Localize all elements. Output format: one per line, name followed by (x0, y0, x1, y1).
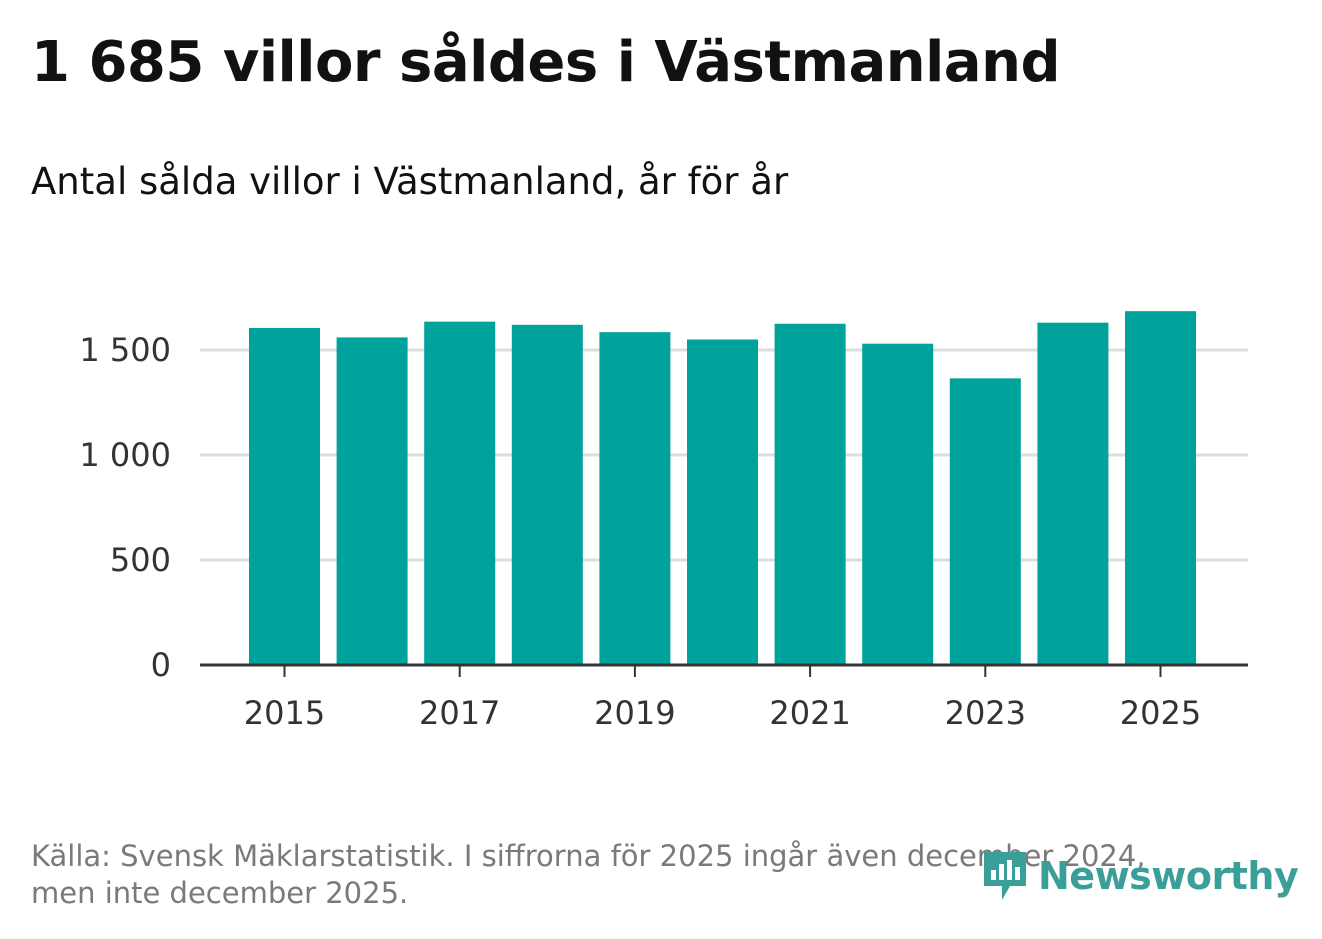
bar (774, 323, 846, 665)
bar (1037, 322, 1109, 665)
y-tick-label: 1 000 (79, 436, 171, 474)
x-tick-label: 2025 (1120, 694, 1201, 732)
bar (249, 327, 320, 665)
y-tick-label: 0 (151, 646, 171, 684)
x-tick-label: 2017 (419, 694, 500, 732)
bar (862, 343, 934, 665)
bar (949, 378, 1021, 665)
y-tick-label: 500 (110, 541, 171, 579)
x-axis (200, 663, 1248, 677)
brand-name: Newsworthy (1038, 854, 1299, 898)
bars (249, 311, 1196, 665)
brand-logo: Newsworthy (980, 848, 1299, 904)
chart-title: 1 685 villor såldes i Västmanland (31, 30, 1061, 95)
chart-subtitle: Antal sålda villor i Västmanland, år för… (31, 160, 789, 203)
bar (511, 324, 583, 665)
bar-chart: 0 500 1 000 1 500 2015 2017 2019 2021 2023 2025 (79, 311, 1248, 732)
x-axis-labels: 2015 2017 2019 2021 2023 2025 (244, 694, 1201, 732)
bar (599, 332, 671, 665)
x-tick-label: 2023 (945, 694, 1026, 732)
y-tick-label: 1 500 (79, 331, 171, 369)
x-tick-label: 2021 (769, 694, 850, 732)
bar (687, 339, 758, 665)
bar (1125, 311, 1196, 665)
source-note: Källa: Svensk Mäklarstatistik. I siffror… (31, 838, 1231, 912)
x-tick-label: 2019 (594, 694, 675, 732)
newsworthy-logo-icon (984, 852, 1026, 900)
y-axis-labels: 0 500 1 000 1 500 (79, 331, 171, 684)
x-tick-label: 2015 (244, 694, 325, 732)
source-line: Källa: Svensk Mäklarstatistik. I siffror… (31, 839, 1146, 873)
bar (336, 337, 408, 665)
bar (424, 321, 496, 665)
source-line: men inte december 2025. (31, 876, 409, 910)
